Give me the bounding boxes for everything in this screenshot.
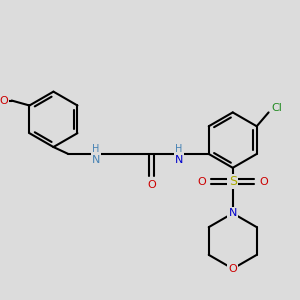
Text: N: N bbox=[229, 208, 237, 218]
Text: O: O bbox=[228, 264, 237, 274]
Text: O: O bbox=[147, 180, 156, 190]
Text: S: S bbox=[229, 175, 237, 188]
Text: N: N bbox=[92, 155, 100, 165]
Text: H: H bbox=[176, 144, 183, 154]
Text: O: O bbox=[0, 95, 8, 106]
Text: Cl: Cl bbox=[271, 103, 282, 113]
Text: O: O bbox=[259, 177, 268, 187]
Text: N: N bbox=[175, 155, 183, 165]
Text: H: H bbox=[92, 144, 100, 154]
Text: O: O bbox=[198, 177, 206, 187]
